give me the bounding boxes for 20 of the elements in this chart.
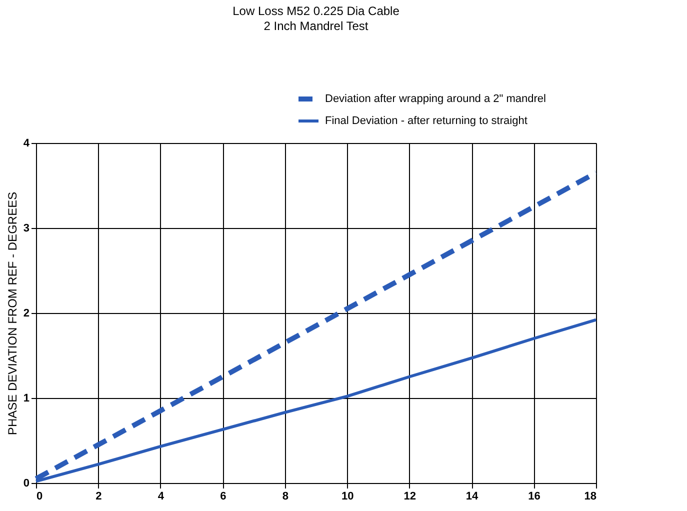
x-tick-label: 10 xyxy=(341,490,354,502)
x-tick-label: 0 xyxy=(36,490,43,502)
y-tick-label: 4 xyxy=(23,138,30,150)
x-tick-label: 6 xyxy=(220,490,226,502)
x-tick-label: 2 xyxy=(96,490,102,502)
x-tick-label: 16 xyxy=(528,490,540,502)
legend-label: Deviation after wrapping around a 2" mandrel xyxy=(325,93,546,105)
x-tick-label: 18 xyxy=(584,490,596,502)
y-axis-title: PHASE DEVIATION FROM REF - DEGREES xyxy=(5,192,20,436)
y-tick-label: 3 xyxy=(23,222,30,234)
y-tick-label: 0 xyxy=(23,478,30,490)
chart-title: Low Loss M52 0.225 Dia Cable xyxy=(232,4,400,18)
y-tick-label: 2 xyxy=(23,308,30,320)
y-tick-label: 1 xyxy=(23,392,30,404)
x-tick-label: 14 xyxy=(466,490,480,502)
x-tick-label: 8 xyxy=(282,490,288,502)
chart-subtitle: 2 Inch Mandrel Test xyxy=(264,19,369,33)
legend-label: Final Deviation - after returning to straight xyxy=(325,115,528,127)
x-tick-label: 12 xyxy=(404,490,416,502)
x-tick-label: 4 xyxy=(158,490,165,502)
